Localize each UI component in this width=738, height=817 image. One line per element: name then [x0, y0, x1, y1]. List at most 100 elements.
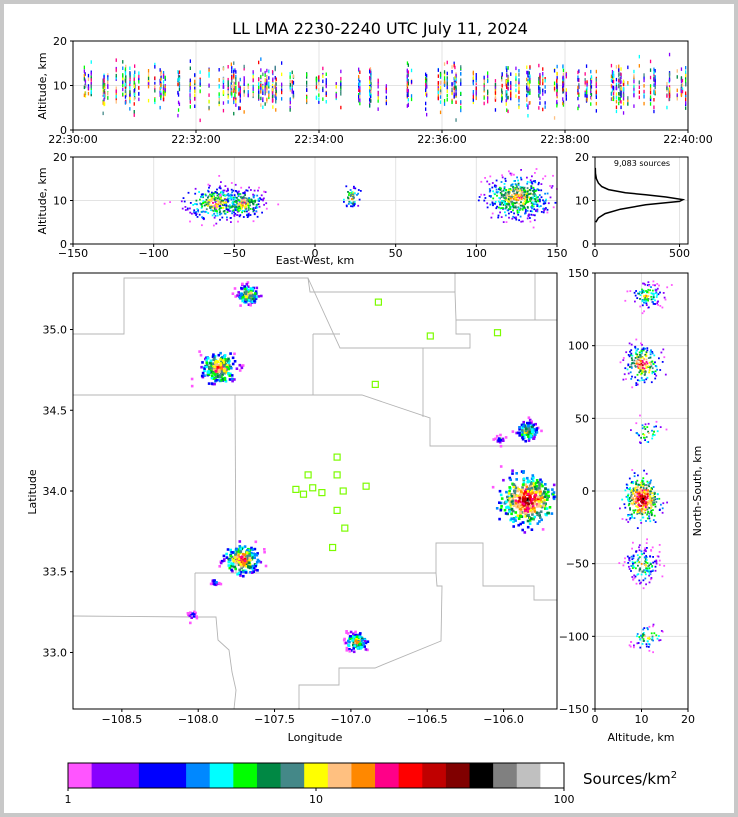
source-mark — [154, 100, 156, 105]
source-mark — [226, 218, 228, 221]
source-mark — [406, 104, 408, 108]
source-mark — [527, 427, 531, 431]
source-mark — [500, 190, 503, 193]
source-mark — [668, 94, 671, 98]
source-mark — [625, 518, 628, 521]
source-mark — [275, 89, 277, 93]
source-mark — [539, 81, 541, 86]
source-mark — [162, 71, 165, 75]
source-mark — [586, 83, 588, 87]
source-mark — [260, 103, 262, 107]
source-mark — [200, 203, 203, 206]
source-mark — [358, 99, 360, 103]
source-mark — [529, 491, 532, 494]
source-mark — [505, 206, 508, 209]
source-mark — [209, 193, 211, 196]
source-mark — [507, 203, 510, 206]
source-mark — [649, 90, 652, 95]
source-mark — [542, 88, 544, 93]
source-mark — [649, 353, 652, 356]
source-mark — [641, 343, 643, 346]
source-mark — [235, 86, 237, 90]
source-mark — [246, 548, 249, 552]
source-mark — [239, 77, 241, 82]
source-mark — [641, 288, 643, 291]
source-mark — [350, 635, 354, 638]
source-mark — [477, 199, 480, 202]
source-mark — [227, 65, 229, 69]
source-mark — [455, 92, 457, 96]
source-mark — [643, 379, 646, 382]
source-mark — [638, 496, 640, 499]
source-mark — [220, 212, 223, 215]
source-mark — [518, 95, 520, 100]
source-mark — [233, 565, 236, 569]
source-mark — [222, 361, 226, 364]
source-mark — [291, 84, 293, 88]
source-mark — [500, 196, 503, 198]
source-mark — [612, 97, 615, 102]
source-mark — [210, 195, 213, 197]
source-mark — [519, 490, 523, 493]
source-mark — [229, 196, 232, 199]
source-mark — [542, 107, 544, 112]
source-mark — [515, 431, 518, 435]
source-mark — [532, 189, 534, 192]
source-mark — [289, 72, 291, 76]
source-mark — [410, 80, 413, 84]
source-mark — [539, 101, 541, 105]
source-mark — [212, 353, 215, 356]
source-mark — [189, 86, 191, 90]
source-mark — [629, 350, 631, 353]
source-mark — [256, 552, 259, 555]
source-mark — [234, 86, 236, 90]
source-mark — [516, 501, 519, 504]
source-mark — [534, 198, 537, 201]
source-mark — [238, 561, 241, 564]
source-mark — [525, 505, 529, 508]
source-mark — [534, 180, 536, 182]
source-mark — [622, 87, 625, 91]
source-mark — [490, 216, 493, 219]
source-mark — [240, 566, 243, 570]
source-mark — [528, 487, 531, 490]
source-mark — [550, 512, 554, 515]
source-mark — [654, 69, 656, 73]
source-mark — [240, 293, 243, 297]
source-mark — [502, 478, 505, 482]
source-mark — [216, 212, 219, 215]
source-mark — [509, 208, 512, 210]
source-mark — [199, 82, 201, 86]
source-mark — [257, 295, 260, 298]
source-mark — [636, 359, 639, 362]
source-mark — [500, 193, 503, 195]
source-mark — [647, 489, 649, 491]
source-mark — [496, 205, 498, 208]
source-mark — [512, 196, 515, 199]
source-mark — [623, 503, 626, 506]
source-mark — [547, 494, 550, 498]
source-mark — [517, 523, 520, 527]
source-mark — [385, 95, 387, 100]
source-mark — [539, 75, 541, 80]
source-mark — [494, 202, 496, 205]
source-mark — [636, 379, 639, 382]
source-mark — [654, 90, 656, 94]
source-mark — [216, 214, 219, 217]
source-mark — [510, 194, 513, 196]
source-mark — [630, 363, 633, 366]
source-mark — [595, 82, 597, 86]
source-mark — [154, 65, 156, 69]
source-mark — [645, 487, 648, 490]
source-mark — [345, 646, 349, 650]
source-mark — [565, 74, 567, 79]
source-mark — [590, 69, 592, 74]
source-mark — [218, 205, 221, 207]
source-mark — [245, 282, 249, 286]
source-mark — [642, 506, 644, 508]
x-tick-label: 22:34:00 — [294, 133, 343, 146]
source-mark — [245, 206, 248, 208]
source-mark — [577, 96, 579, 101]
source-mark — [281, 88, 283, 92]
source-mark — [350, 649, 353, 652]
